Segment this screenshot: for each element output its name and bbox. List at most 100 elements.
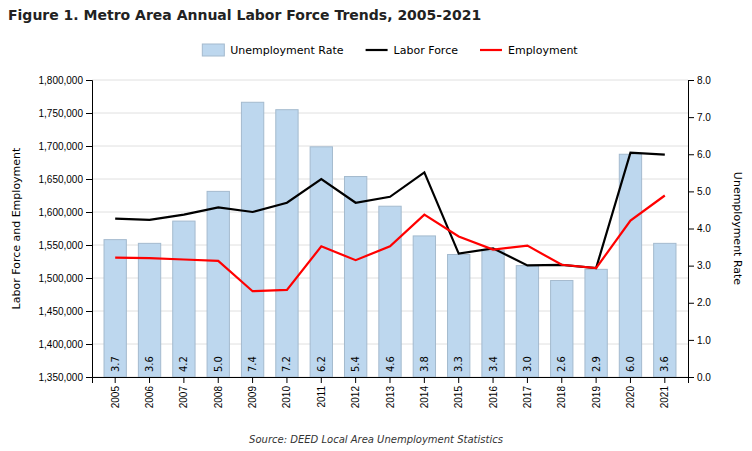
tick-mark (86, 80, 92, 81)
tick-label: 1,550,000 (39, 240, 84, 251)
data-label: 3.4 (488, 356, 499, 372)
bar (516, 266, 538, 377)
tick-label: 2008 (213, 386, 224, 409)
title: Figure 1. Metro Area Annual Labor Force … (8, 7, 481, 23)
tick-label: 2021 (659, 386, 670, 409)
bar (241, 102, 263, 377)
tick-label: 5.0 (697, 186, 711, 197)
bar (104, 240, 126, 377)
tick-mark (424, 377, 425, 383)
bar (276, 110, 298, 377)
tick-mark (688, 377, 694, 378)
bar (654, 243, 676, 377)
tick-label: 2015 (453, 386, 464, 409)
tick-label: 1,650,000 (39, 174, 84, 185)
tick-mark (688, 191, 694, 192)
tick-mark (688, 303, 694, 304)
bar (310, 147, 332, 377)
marks (104, 102, 676, 377)
tick-label: 3.0 (697, 260, 711, 271)
x-axis: 2005 2006 2007 2008 2009 2010 2011 2012 2013 2014… (93, 377, 689, 408)
tick-label: 2018 (556, 386, 567, 409)
tick: 2011 (316, 377, 327, 408)
data-label: 4.6 (385, 356, 396, 372)
tick: 2007 (178, 377, 189, 408)
tick-mark (86, 344, 92, 345)
tick: 8.0 (688, 75, 711, 86)
legend-item: Employment (480, 44, 578, 57)
tick: 5.0 (688, 186, 711, 197)
tick: 2006 (144, 377, 155, 408)
tick: 1,650,000 (39, 174, 93, 185)
bar-series (104, 102, 676, 377)
tick-label: 2013 (385, 386, 396, 409)
tick-label: 1,750,000 (39, 108, 84, 119)
data-label: 3.6 (659, 356, 670, 372)
tick-mark (86, 377, 92, 378)
tick: 2020 (625, 377, 636, 408)
tick-label: 1,400,000 (39, 339, 84, 350)
tick: 2009 (247, 377, 258, 408)
grid-line (92, 146, 688, 147)
tick-mark (688, 117, 694, 118)
bar (585, 269, 607, 377)
data-label: 5.4 (350, 356, 361, 372)
data-label: 6.2 (316, 356, 327, 372)
bar (619, 154, 641, 377)
tick-label: 7.0 (697, 112, 711, 123)
tick-mark (527, 377, 528, 383)
tick-mark (493, 377, 494, 383)
legend-swatch (480, 49, 502, 51)
tick-mark (86, 179, 92, 180)
tick-mark (86, 245, 92, 246)
tick: 3.0 (688, 260, 711, 271)
data-label: 7.2 (281, 356, 292, 372)
bar (448, 254, 470, 377)
tick-label: 1,800,000 (39, 75, 84, 86)
tick-label: 6.0 (697, 149, 711, 160)
tick: 1,600,000 (39, 207, 93, 218)
legend-label: Unemployment Rate (230, 44, 344, 57)
legend-item: Labor Force (366, 44, 459, 57)
bar (344, 177, 366, 377)
line (115, 153, 665, 269)
tick-label: 1.0 (697, 335, 711, 346)
tick: 2010 (281, 377, 292, 408)
data-label: 2.9 (591, 356, 602, 372)
axis-line (93, 378, 689, 384)
tick: 1,450,000 (39, 306, 93, 317)
tick-label: 2014 (419, 386, 430, 409)
tick: 7.0 (688, 112, 711, 123)
tick: 2016 (488, 377, 499, 408)
tick-mark (86, 113, 92, 114)
tick-mark (664, 377, 665, 383)
annotation: Source: DEED Local Area Unemployment Sta… (249, 434, 503, 445)
tick: 2012 (350, 377, 361, 408)
tick-label: 2012 (350, 386, 361, 409)
data-label: 5.0 (213, 356, 224, 372)
tick: 1,700,000 (39, 141, 93, 152)
data-label: 3.0 (522, 356, 533, 372)
tick-mark (596, 377, 597, 383)
tick-label: 1,700,000 (39, 141, 84, 152)
bar (173, 221, 195, 377)
grid-line (92, 80, 688, 81)
y2-axis: 0.01.02.03.04.05.06.07.08.0 (688, 75, 711, 383)
legend: Unemployment Rate Labor Force Employment (202, 44, 578, 57)
tick-label: 2.0 (697, 297, 711, 308)
axis-line (86, 81, 93, 378)
tick: 2005 (110, 377, 121, 408)
tick: 2014 (419, 377, 430, 408)
line (115, 196, 665, 292)
legend-item: Unemployment Rate (202, 44, 344, 57)
tick-mark (688, 340, 694, 341)
y-axis-title: Labor Force and Employment (10, 147, 23, 309)
data-label: 2.6 (556, 356, 567, 372)
tick-mark (688, 266, 694, 267)
tick-label: 2020 (625, 386, 636, 409)
tick: 2019 (591, 377, 602, 408)
legend-swatch (202, 44, 224, 56)
bar (138, 243, 160, 377)
tick-mark (630, 377, 631, 383)
tick-label: 2009 (247, 386, 258, 409)
